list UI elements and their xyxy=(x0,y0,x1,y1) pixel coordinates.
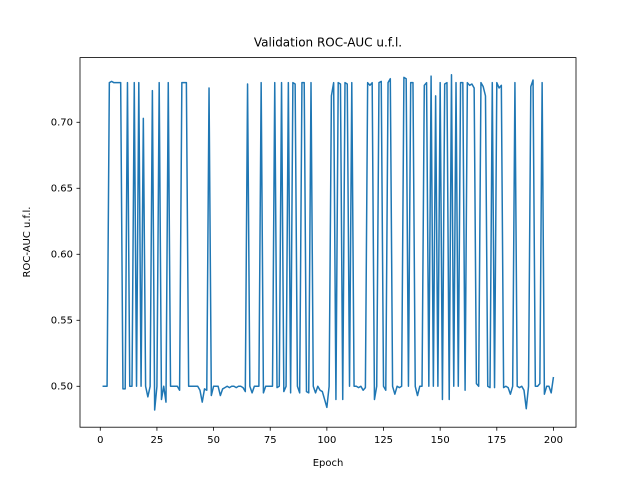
x-tick-label: 125 xyxy=(374,435,393,446)
chart-title: Validation ROC-AUC u.f.l. xyxy=(254,36,402,50)
x-tick-label: 75 xyxy=(264,435,277,446)
data-line xyxy=(102,74,555,411)
y-tick-label: 0.60 xyxy=(51,249,73,260)
x-tick-label: 200 xyxy=(544,435,563,446)
x-tick-label: 25 xyxy=(151,435,164,446)
y-axis-label: ROC-AUC u.f.l. xyxy=(22,207,33,278)
x-tick-label: 0 xyxy=(97,435,103,446)
x-axis-label: Epoch xyxy=(313,458,344,469)
axes-frame xyxy=(79,57,577,428)
y-tick-label: 0.55 xyxy=(51,315,73,326)
x-tick-label: 150 xyxy=(431,435,450,446)
x-tick-label: 100 xyxy=(317,435,336,446)
x-tick-label: 175 xyxy=(487,435,506,446)
x-tick-label: 50 xyxy=(207,435,220,446)
y-tick-label: 0.70 xyxy=(51,117,73,128)
y-tick-label: 0.65 xyxy=(51,183,73,194)
y-tick-label: 0.50 xyxy=(51,381,73,392)
